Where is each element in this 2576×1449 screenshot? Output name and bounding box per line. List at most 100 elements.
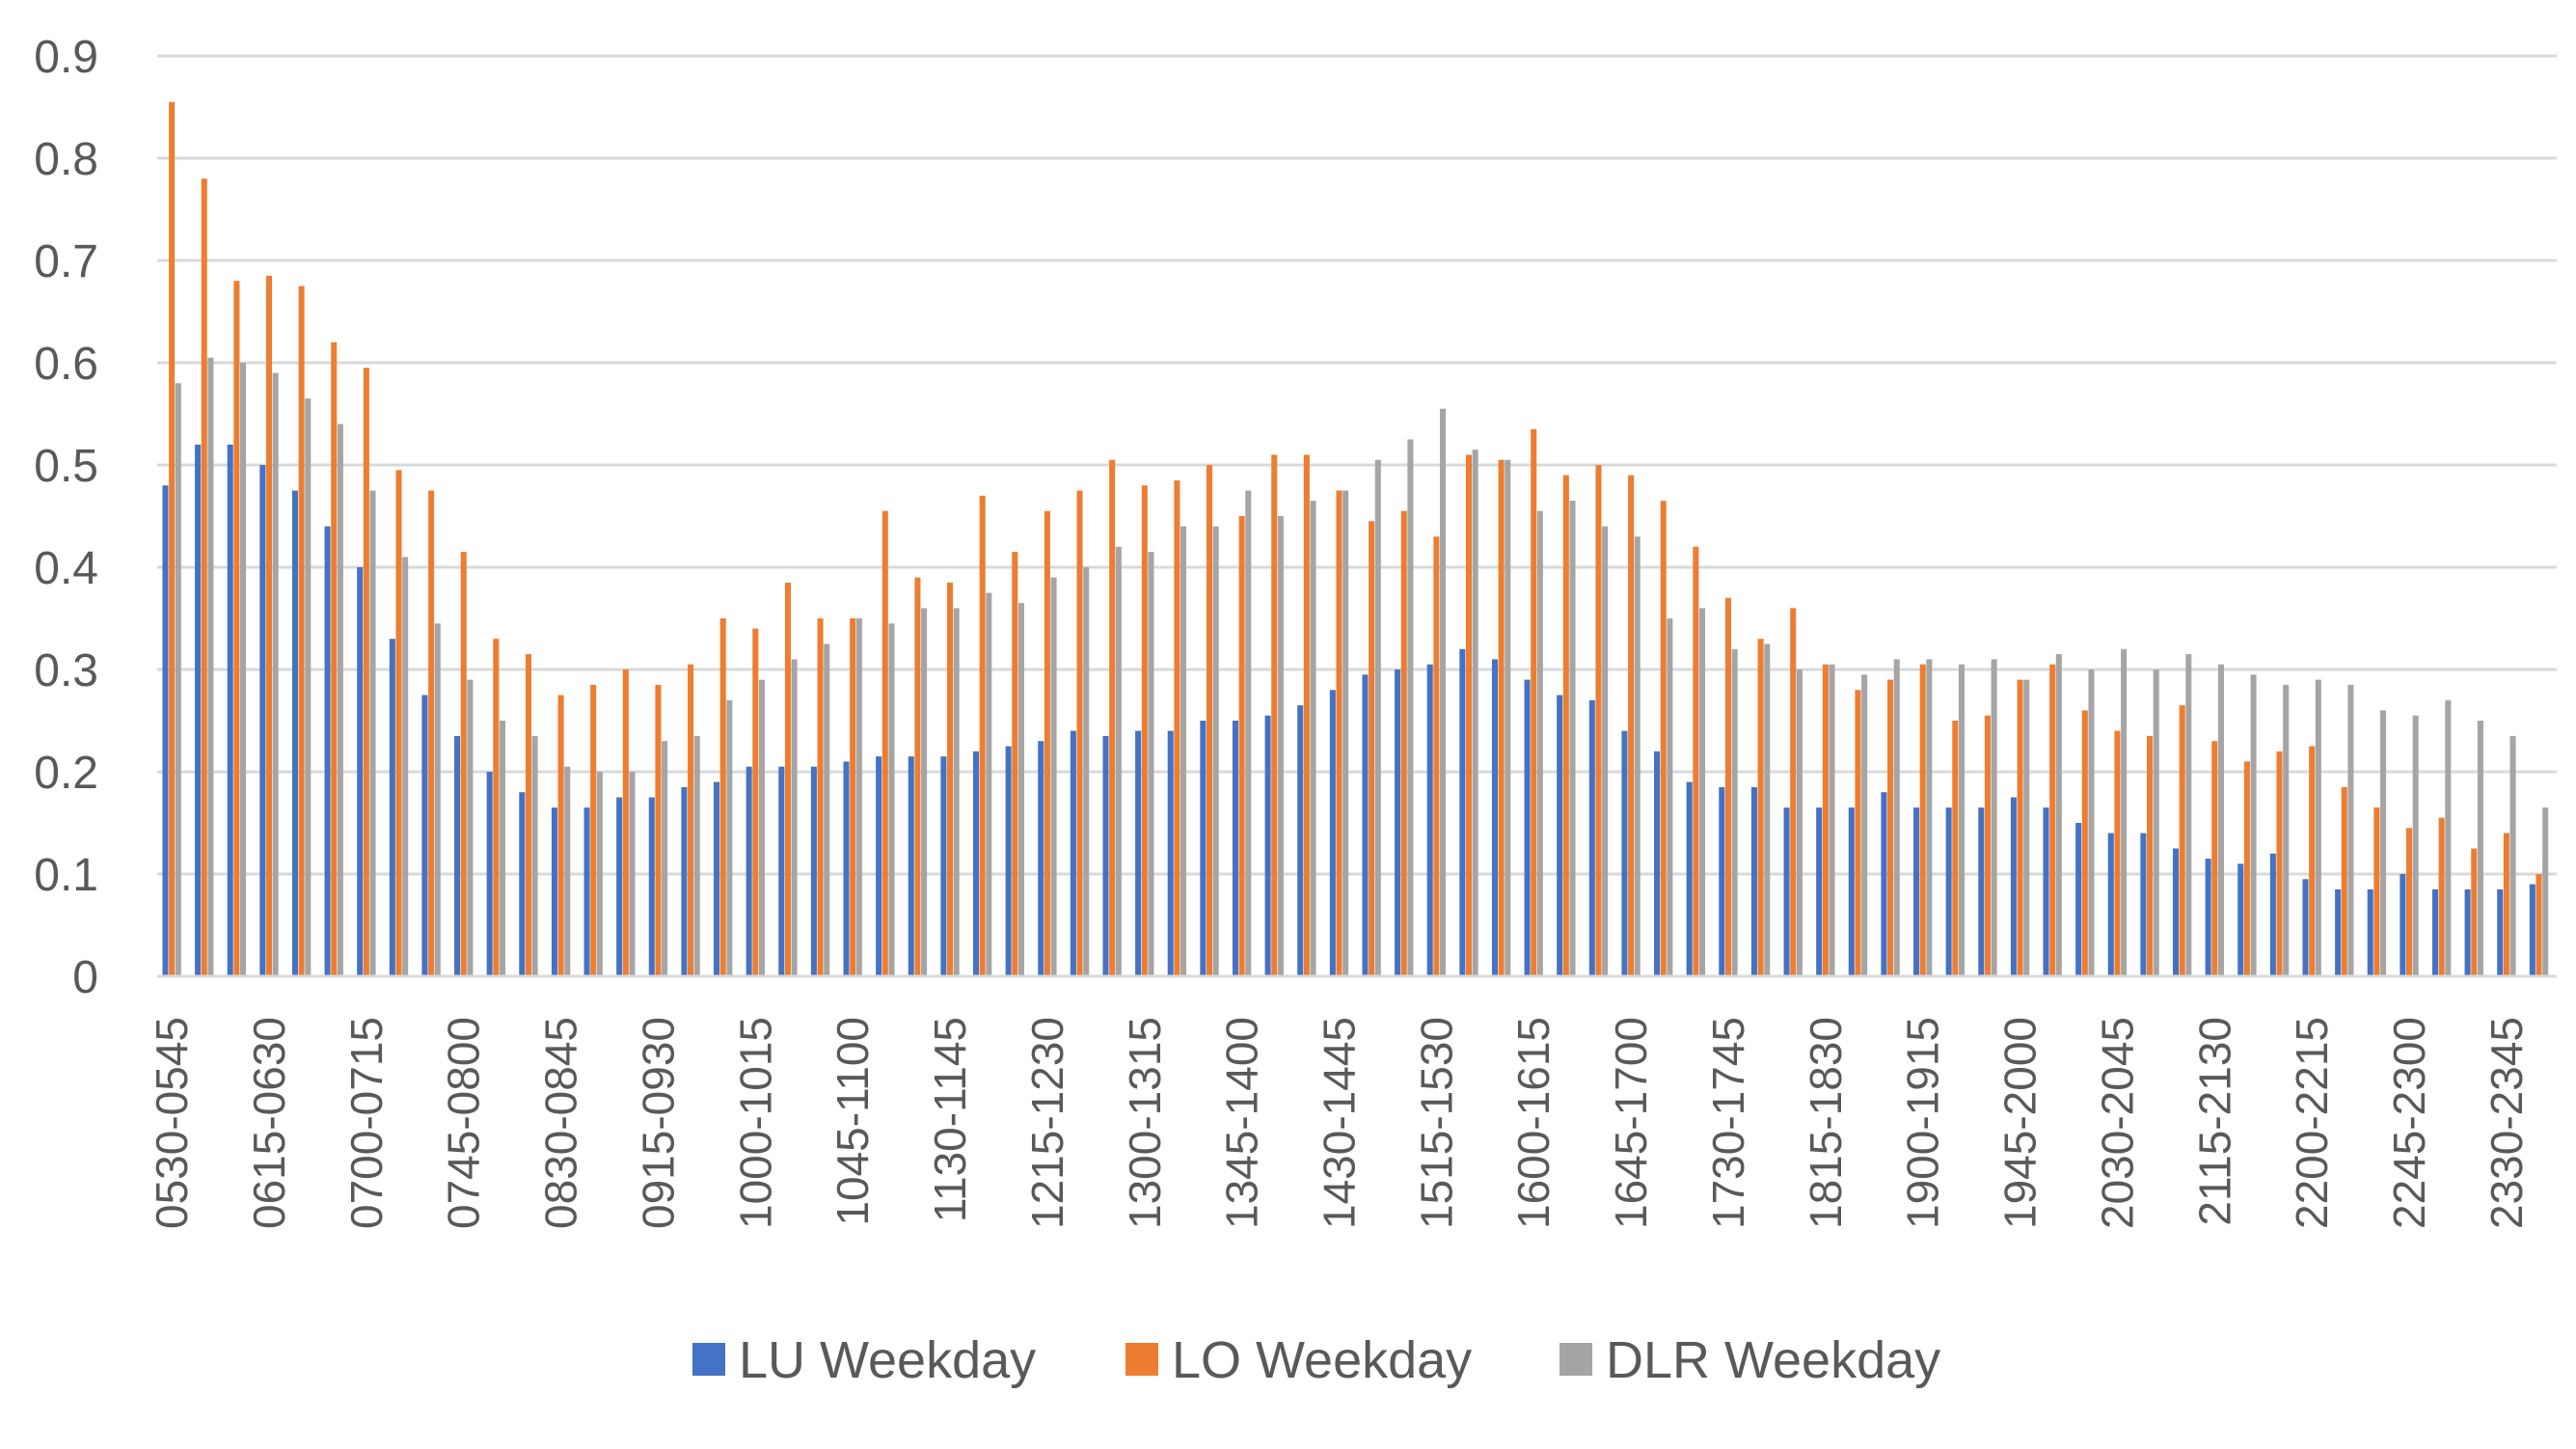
bar-lu-weekday: [972, 751, 980, 976]
bar-lu-weekday: [2107, 833, 2114, 976]
bar-lu-weekday: [1588, 699, 1595, 976]
bar-dlr-weekday: [1212, 526, 1219, 976]
bar-dlr-weekday: [1083, 567, 1090, 976]
bar-lu-weekday: [1297, 705, 1304, 976]
bar-dlr-weekday: [1667, 618, 1673, 976]
legend-label: DLR Weekday: [1606, 1331, 1940, 1389]
bar-lu-weekday: [1881, 792, 1887, 976]
bar-lu-weekday: [1135, 730, 1142, 976]
bar-dlr-weekday: [596, 772, 603, 976]
bar-lu-weekday: [227, 444, 233, 976]
bar-dlr-weekday: [2055, 654, 2062, 976]
grid-lines: [157, 54, 2557, 876]
bar-dlr-weekday: [2023, 679, 2030, 976]
bar-dlr-weekday: [2445, 699, 2452, 976]
bar-lu-weekday: [2140, 833, 2147, 976]
bar-lo-weekday: [169, 101, 176, 976]
bar-lo-weekday: [719, 618, 726, 976]
bar-lo-weekday: [947, 582, 954, 976]
bar-lo-weekday: [881, 510, 888, 976]
bar-lu-weekday: [714, 781, 720, 976]
bar-lo-weekday: [1238, 516, 1245, 976]
bar-lu-weekday: [2497, 889, 2504, 976]
bar-lo-weekday: [1790, 608, 1797, 976]
bar-lu-weekday: [162, 485, 169, 976]
bar-dlr-weekday: [1958, 664, 1965, 976]
bar-lu-weekday: [1524, 679, 1531, 976]
x-tick-label: 1300-1315: [1120, 1017, 1170, 1229]
bar-dlr-weekday: [1017, 603, 1024, 976]
bar-lu-weekday: [583, 807, 590, 976]
bar-dlr-weekday: [629, 772, 636, 976]
x-tick-label: 0745-0800: [439, 1017, 489, 1229]
bar-dlr-weekday: [2380, 710, 2387, 976]
x-tick-label: 1345-1400: [1217, 1017, 1267, 1229]
bar-lo-weekday: [1822, 664, 1829, 976]
bar-dlr-weekday: [2088, 670, 2095, 976]
bar-dlr-weekday: [337, 424, 343, 977]
bar-lu-weekday: [259, 465, 266, 976]
x-tick-label: 2115-2130: [2189, 1017, 2239, 1226]
bar-dlr-weekday: [1731, 648, 1738, 976]
bar-lu-weekday: [1200, 721, 1207, 976]
bar-lu-weekday: [2400, 874, 2406, 976]
bar-dlr-weekday: [1602, 526, 1609, 976]
bar-lo-weekday: [2471, 848, 2478, 976]
bar-dlr-weekday: [2347, 684, 2354, 976]
bar-dlr-weekday: [499, 721, 506, 976]
bar-dlr-weekday: [1991, 659, 1997, 976]
bar-lu-weekday: [1654, 751, 1661, 976]
bar-dlr-weekday: [1698, 608, 1706, 976]
x-axis-ticks: 0530-0545 0615-0630 0700-0715 0745-0800 0830…: [147, 1017, 2532, 1229]
bar-dlr-weekday: [2283, 684, 2290, 976]
bar-lu-weekday: [1102, 735, 1109, 976]
bar-lo-weekday: [688, 664, 694, 976]
bar-lo-weekday: [622, 670, 629, 976]
bar-lu-weekday: [421, 695, 428, 976]
bar-lu-weekday: [389, 639, 395, 976]
bar-lo-weekday: [1660, 501, 1667, 976]
bar-lo-weekday: [1757, 639, 1764, 976]
bar-lo-weekday: [525, 654, 531, 976]
bar-lo-weekday: [2535, 874, 2542, 976]
bar-dlr-weekday: [2315, 679, 2321, 976]
bar-dlr-weekday: [1342, 490, 1349, 976]
bar-lo-weekday: [1984, 715, 1991, 976]
bar-lu-weekday: [1621, 730, 1628, 976]
bar-dlr-weekday: [2153, 670, 2159, 976]
x-tick-label: 1515-1530: [1411, 1017, 1461, 1229]
legend-label: LO Weekday: [1172, 1331, 1472, 1389]
bar-lo-weekday: [1400, 510, 1407, 976]
bar-lu-weekday: [1070, 730, 1076, 976]
bar-lo-weekday: [2341, 786, 2347, 976]
bar-lo-weekday: [2276, 751, 2283, 976]
x-tick-label: 1815-1830: [1801, 1017, 1851, 1229]
x-tick-label: 0830-0845: [536, 1017, 586, 1229]
x-tick-label: 2245-2300: [2384, 1017, 2434, 1229]
y-tick-label: 0.8: [34, 134, 98, 185]
bar-lo-weekday: [1724, 597, 1731, 976]
bar-lu-weekday: [1557, 695, 1563, 976]
bar-lu-weekday: [843, 761, 850, 976]
x-tick-label: 0530-0545: [147, 1017, 197, 1229]
bar-lo-weekday: [298, 286, 305, 976]
bar-lu-weekday: [291, 490, 298, 976]
bar-lo-weekday: [1271, 454, 1278, 976]
bar-dlr-weekday: [467, 679, 474, 976]
bar-lu-weekday: [1913, 807, 1920, 976]
bar-dlr-weekday: [564, 766, 571, 976]
x-tick-label: 1130-1145: [925, 1017, 975, 1222]
bar-dlr-weekday: [1148, 552, 1154, 976]
bar-lo-weekday: [1336, 490, 1342, 976]
bar-lo-weekday: [1498, 459, 1505, 976]
bar-lu-weekday: [2529, 884, 2535, 976]
bar-lo-weekday: [1109, 459, 1116, 976]
bar-dlr-weekday: [207, 357, 214, 976]
bar-lu-weekday: [940, 756, 947, 976]
y-tick-label: 0: [72, 952, 98, 1003]
bar-dlr-weekday: [402, 557, 409, 976]
bar-lo-weekday: [395, 470, 402, 976]
bar-lo-weekday: [2049, 664, 2056, 976]
bar-dlr-weekday: [1634, 536, 1641, 976]
bar-lu-weekday: [551, 807, 557, 976]
